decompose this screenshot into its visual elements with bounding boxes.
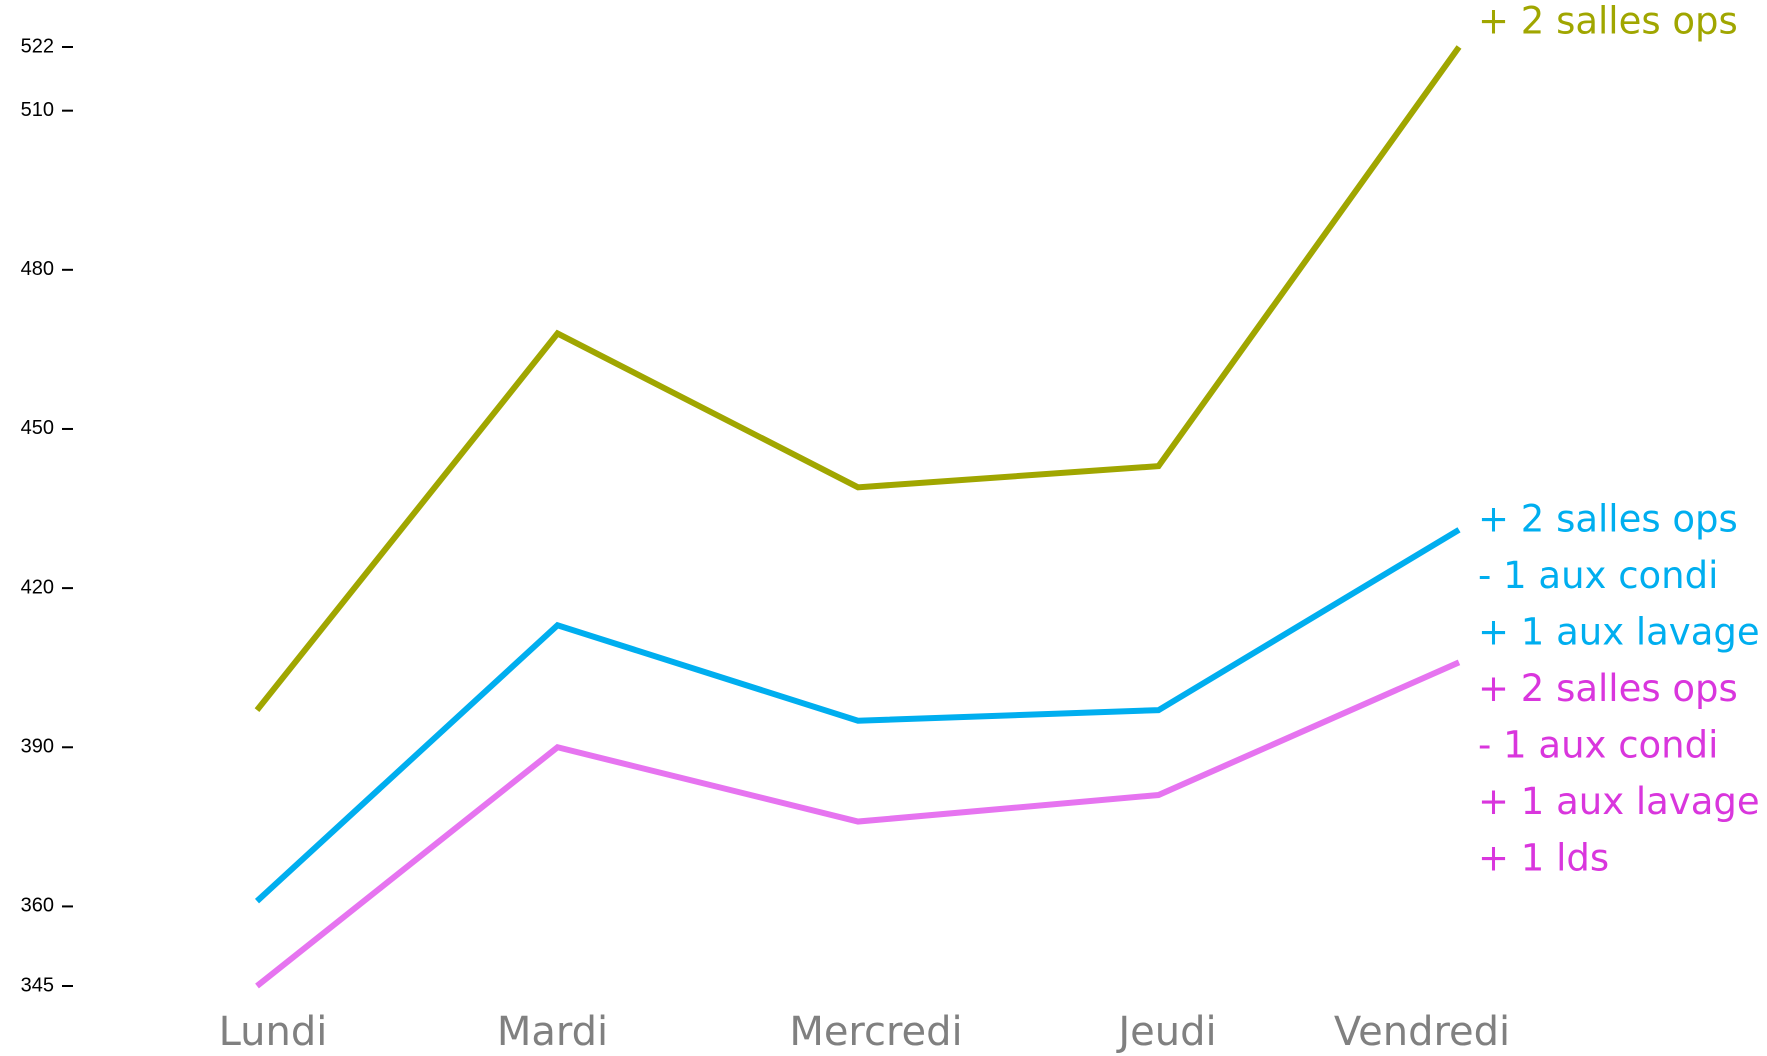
annotation: + 2 salles ops [1478,667,1738,710]
annotation: + 2 salles ops [1478,0,1738,43]
annotation: - 1 aux condi [1478,554,1718,597]
x-tick-label: Mardi [497,1009,608,1055]
y-tick-label: 360 [21,895,54,917]
annotation: + 1 aux lavage [1478,610,1760,653]
y-tick-label: 510 [21,99,54,121]
y-tick-label: 480 [21,258,54,280]
y-tick-label: 390 [21,736,54,758]
annotation: + 1 lds [1478,836,1609,879]
x-tick-label: Mercredi [789,1009,962,1055]
y-tick-label: 450 [21,417,54,439]
y-tick-label: 345 [21,974,54,996]
annotation: - 1 aux condi [1478,723,1718,766]
x-tick-label: Vendredi [1334,1009,1510,1055]
x-tick-label: Jeudi [1115,1009,1216,1055]
annotation: + 1 aux lavage [1478,780,1760,823]
annotation: + 2 salles ops [1478,497,1738,540]
x-tick-label: Lundi [219,1009,328,1055]
y-tick-label: 522 [21,35,54,57]
series-line [255,659,1461,989]
series-line [254,45,1462,713]
series-line [254,527,1461,904]
y-tick-label: 420 [21,576,54,598]
